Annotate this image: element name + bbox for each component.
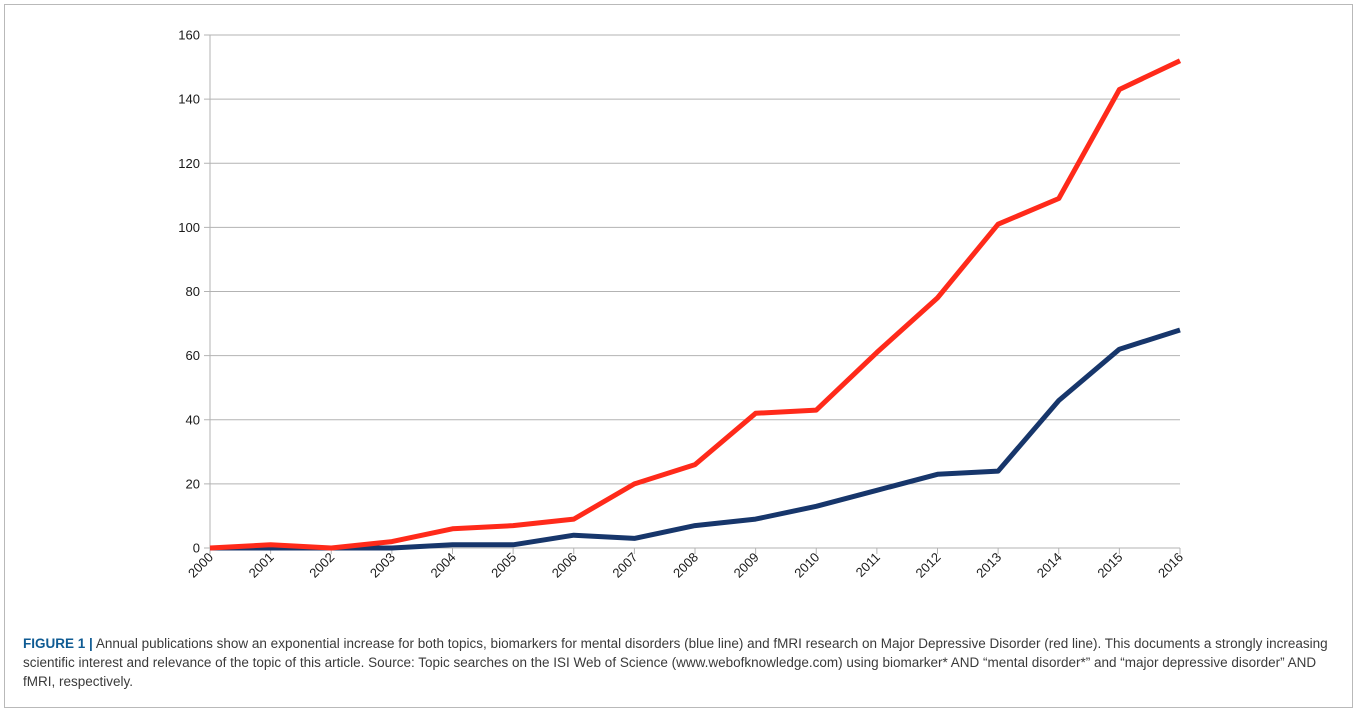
series-line-2 xyxy=(209,58,1182,551)
y-tick-label: 60 xyxy=(186,348,200,363)
x-tick-label: 2012 xyxy=(913,550,944,581)
x-tick-label: 2001 xyxy=(246,550,277,581)
x-tick-label: 2016 xyxy=(1155,550,1186,581)
axes xyxy=(204,34,1181,554)
x-tick-label: 2005 xyxy=(488,550,519,581)
figure-caption: FIGURE 1 | Annual publications show an e… xyxy=(23,634,1341,691)
x-tick-label: 2015 xyxy=(1094,550,1125,581)
x-tick-label: 2008 xyxy=(670,550,701,581)
y-tick-label: 160 xyxy=(178,28,200,43)
y-tick-label: 0 xyxy=(193,541,200,556)
series-line-1 xyxy=(210,327,1181,551)
y-tick-label: 120 xyxy=(178,156,200,171)
x-tick-label: 2014 xyxy=(1034,550,1065,581)
x-tick-label: 2010 xyxy=(791,550,822,581)
y-tick-label: 100 xyxy=(178,220,200,235)
caption-text: Annual publications show an exponential … xyxy=(23,636,1328,689)
figure-label: FIGURE 1 | xyxy=(23,636,93,651)
figure-frame: 0 20 40 60 80 100 120 140 160 2000 2001 2002 2003 20… xyxy=(4,4,1353,708)
x-tick-label: 2006 xyxy=(549,550,580,581)
y-tick-label: 140 xyxy=(178,92,200,107)
x-tick-label: 2013 xyxy=(973,550,1004,581)
x-tick-label: 2000 xyxy=(185,550,216,581)
y-tick-label: 20 xyxy=(186,476,200,491)
series-lines xyxy=(209,58,1182,551)
x-tick-labels: 2000 2001 2002 2003 2004 2005 2006 2007 2008 2009… xyxy=(185,550,1186,581)
x-tick-label: 2002 xyxy=(306,550,337,581)
x-tick-label: 2011 xyxy=(853,550,883,580)
y-tick-label: 80 xyxy=(186,284,200,299)
y-tick-label: 40 xyxy=(186,412,200,427)
x-tick-label: 2004 xyxy=(428,550,459,581)
x-tick-label: 2009 xyxy=(731,550,762,581)
x-tick-label: 2007 xyxy=(609,550,640,581)
y-tick-labels: 0 20 40 60 80 100 120 140 160 xyxy=(178,28,200,556)
x-tick-label: 2003 xyxy=(367,550,398,581)
gridlines xyxy=(210,34,1180,549)
